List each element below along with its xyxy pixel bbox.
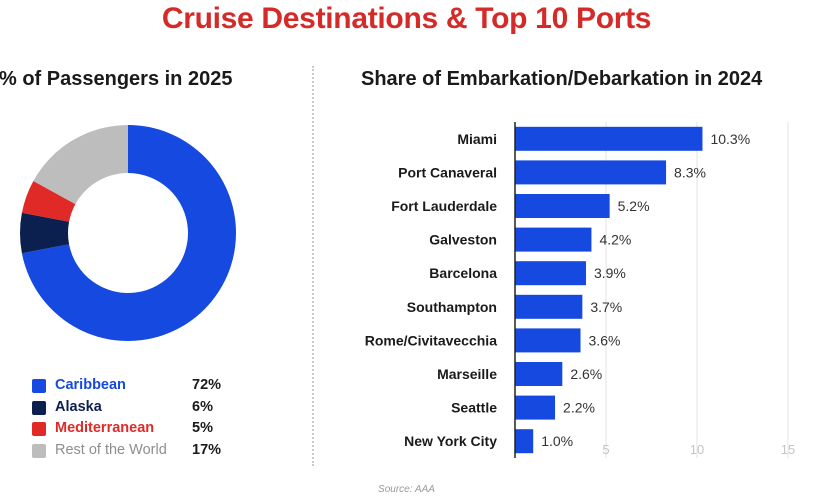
donut-legend: Caribbean 72% Alaska 6% Mediterranean 5% Rest … xyxy=(32,376,242,462)
legend-swatch xyxy=(32,443,46,458)
bar-miami xyxy=(515,126,703,151)
bar-galveston xyxy=(515,227,592,252)
bar-value-label: 2.2% xyxy=(563,400,595,416)
donut-slice-alaska xyxy=(20,212,70,254)
source-note: Source: AAA xyxy=(378,484,435,495)
donut-slice-mediterranean xyxy=(21,180,76,222)
bar-barcelona xyxy=(515,261,586,286)
legend-percent: 5% xyxy=(192,420,213,436)
legend-percent: 72% xyxy=(192,377,222,393)
bar-value-label: 8.3% xyxy=(674,164,706,180)
bar-value-label: 1.0% xyxy=(541,433,573,449)
legend-item-mediterranean: Mediterranean 5% xyxy=(32,419,242,441)
legend-label: Alaska xyxy=(55,398,102,415)
bar-value-label: 4.2% xyxy=(599,232,631,248)
legend-item-rest-of-the-world: Rest of the World 17% xyxy=(32,441,242,463)
bar-category-label: Marseille xyxy=(437,366,497,382)
bar-value-label: 2.6% xyxy=(570,366,602,382)
bar-value-label: 5.2% xyxy=(618,198,650,214)
legend-swatch xyxy=(32,379,46,393)
bar-port-canaveral xyxy=(515,160,667,185)
bar-category-label: Seattle xyxy=(451,400,497,416)
donut-slice-caribbean xyxy=(21,125,236,341)
bar-category-label: Fort Lauderdale xyxy=(391,198,497,214)
legend-item-caribbean: Caribbean 72% xyxy=(32,376,242,398)
legend-label: Mediterranean xyxy=(55,420,155,436)
bar-category-label: Galveston xyxy=(429,232,497,248)
bar-marseille xyxy=(515,362,563,386)
bar-category-label: Barcelona xyxy=(429,265,497,281)
bar-value-label: 3.6% xyxy=(589,332,621,348)
bar-rome-civitavecchia xyxy=(515,328,581,353)
legend-percent: 17% xyxy=(192,441,222,458)
bar-value-label: 10.3% xyxy=(710,131,750,147)
legend-swatch xyxy=(32,422,46,436)
legend-item-alaska: Alaska 6% xyxy=(32,398,242,420)
bar-fort-lauderdale xyxy=(515,194,610,218)
legend-label: Caribbean xyxy=(55,377,126,393)
bar-chart-title: Share of Embarkation/Debarkation in 2024 xyxy=(361,68,763,90)
legend-percent: 6% xyxy=(192,398,213,415)
bar-value-label: 3.9% xyxy=(594,265,626,281)
bar-new-york-city xyxy=(515,429,534,454)
bar-category-label: Miami xyxy=(457,131,497,147)
x-tick-label: 10 xyxy=(690,442,704,457)
bar-category-label: Port Canaveral xyxy=(398,164,497,180)
bar-seattle xyxy=(515,395,556,420)
bar-category-label: New York City xyxy=(404,433,497,449)
legend-label: Rest of the World xyxy=(55,441,167,458)
bar-southampton xyxy=(515,294,583,319)
section-divider xyxy=(312,66,314,466)
bar-value-label: 3.7% xyxy=(590,299,622,315)
x-tick-label: 5 xyxy=(602,442,609,457)
page-title: Cruise Destinations & Top 10 Ports xyxy=(161,2,652,35)
x-tick-label: 15 xyxy=(781,442,795,457)
legend-swatch xyxy=(32,400,46,415)
donut-slice-rest-of-the-world xyxy=(33,125,128,205)
bar-category-label: Southampton xyxy=(407,299,497,315)
bar-category-label: Rome/Civitavecchia xyxy=(365,332,497,348)
donut-chart-title: % of Passengers in 2025 xyxy=(0,68,233,90)
